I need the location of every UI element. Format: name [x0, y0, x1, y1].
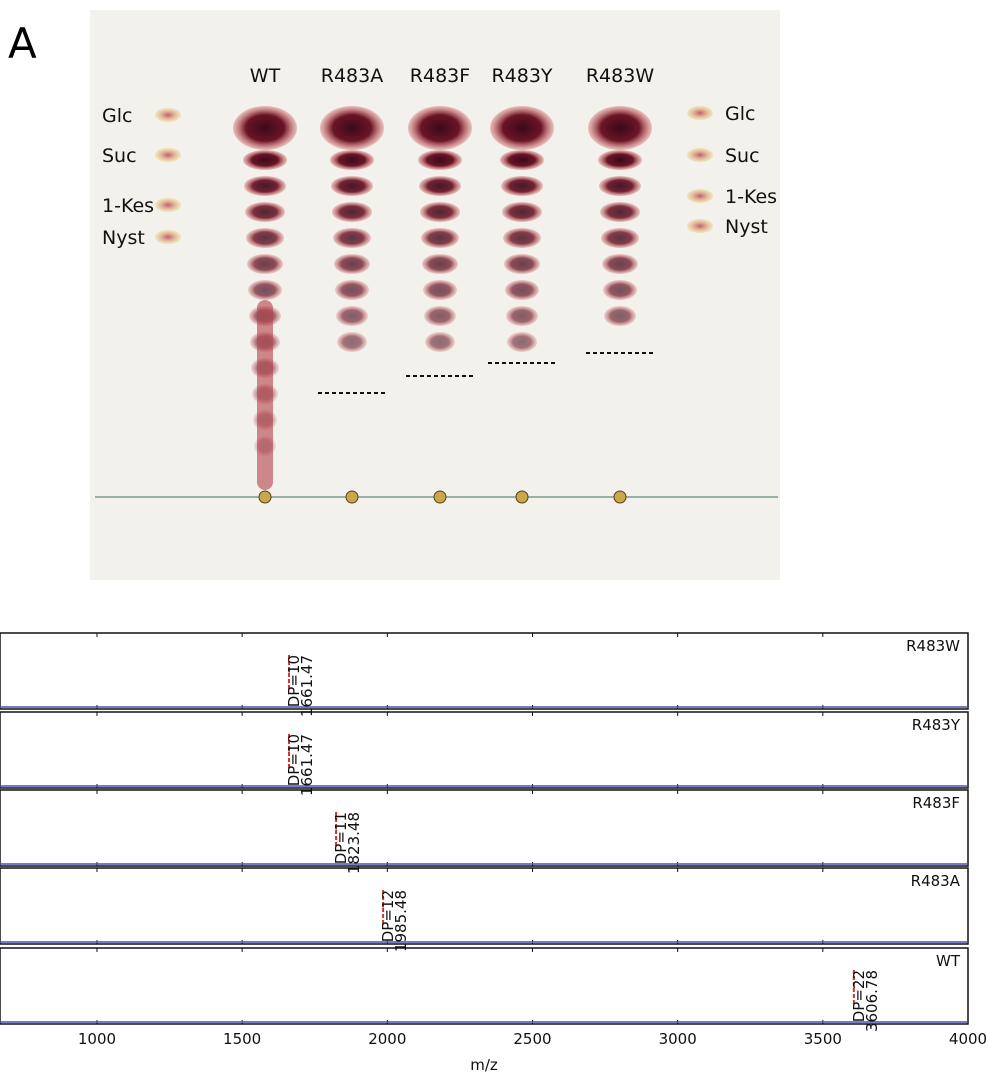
x-tick-label: 2500: [513, 1030, 551, 1048]
spot: [423, 280, 457, 300]
marker-mz: 3606.78: [863, 970, 881, 1032]
panel-frame: [0, 712, 968, 788]
panel-frame: [0, 633, 968, 709]
standard-spot: [155, 198, 181, 212]
spot: [507, 332, 537, 352]
spot: [500, 150, 544, 170]
standard-spot: [155, 148, 181, 162]
spot: [604, 306, 636, 326]
origin-spot: [614, 491, 626, 503]
spot: [246, 228, 284, 248]
spot: [331, 176, 373, 196]
spectra: R483WDP=101661.47R483YDP=101661.47R483FD…: [0, 633, 987, 1074]
spot: [588, 106, 652, 150]
x-tick-label: 3500: [804, 1030, 842, 1048]
standard-spot: [687, 189, 713, 203]
spot: [337, 332, 367, 352]
lane-label: R483W: [586, 65, 654, 87]
standard-spot: [687, 219, 713, 233]
standard-label: Suc: [102, 145, 137, 167]
panel-frame: [0, 868, 968, 944]
lane-label: R483F: [410, 65, 470, 87]
spot: [247, 254, 283, 274]
standard-label: 1-Kes: [725, 186, 777, 208]
figure: A WT R483A R483F R483Y R483W Glc Suc 1-Kes Nyst G…: [0, 0, 988, 1080]
spot: [603, 280, 637, 300]
spot: [233, 106, 297, 150]
lane-label: R483Y: [491, 65, 552, 87]
spot: [501, 176, 543, 196]
standard-label: 1-Kes: [102, 195, 154, 217]
spot: [320, 106, 384, 150]
spot: [332, 202, 372, 222]
spot: [422, 254, 458, 274]
standard-spot: [155, 108, 181, 122]
panel-label: R483F: [912, 794, 960, 812]
spot: [602, 254, 638, 274]
spot: [505, 280, 539, 300]
origin-spot: [346, 491, 358, 503]
spot: [335, 280, 369, 300]
spot: [408, 106, 472, 150]
standard-spot: [687, 106, 713, 120]
spot: [598, 150, 642, 170]
panel-frame: [0, 948, 968, 1024]
standard-label: Suc: [725, 145, 760, 167]
marker-mz: 1985.48: [392, 890, 410, 952]
standard-label: Glc: [102, 105, 132, 127]
panel-label: WT: [936, 952, 961, 970]
panel-label: R483A: [911, 872, 961, 890]
x-tick-label: 1500: [223, 1030, 261, 1048]
spot: [336, 306, 368, 326]
origin-spot: [434, 491, 446, 503]
smear: [257, 300, 273, 490]
spot: [490, 106, 554, 150]
panel-frame: [0, 790, 968, 866]
origin-spot: [516, 491, 528, 503]
standard-label: Nyst: [725, 216, 768, 238]
spot: [330, 150, 374, 170]
marker-mz: 1661.47: [298, 734, 316, 796]
standard-label: Glc: [725, 103, 755, 125]
standard-spot: [687, 148, 713, 162]
x-tick-label: 4000: [949, 1030, 987, 1048]
spot: [599, 176, 641, 196]
lane-label: R483A: [321, 65, 383, 87]
panel-label: R483W: [906, 637, 960, 655]
spot: [601, 228, 639, 248]
spot: [502, 202, 542, 222]
spot: [245, 202, 285, 222]
spot: [333, 228, 371, 248]
spot: [243, 150, 287, 170]
x-tick-label: 1000: [78, 1030, 116, 1048]
spot: [421, 228, 459, 248]
spot: [418, 150, 462, 170]
spot: [419, 176, 461, 196]
spot: [503, 228, 541, 248]
spot: [244, 176, 286, 196]
x-axis-label: m/z: [470, 1056, 498, 1074]
spot: [506, 306, 538, 326]
spot: [424, 306, 456, 326]
spot: [420, 202, 460, 222]
spot: [248, 280, 282, 300]
standard-spot: [155, 230, 181, 244]
spot: [504, 254, 540, 274]
marker-mz: 1823.48: [345, 812, 363, 874]
x-tick-label: 3000: [659, 1030, 697, 1048]
panel-label: R483Y: [912, 716, 961, 734]
lane-label: WT: [250, 65, 281, 87]
panel-label: A: [8, 19, 37, 68]
spot: [600, 202, 640, 222]
standard-label: Nyst: [102, 227, 145, 249]
tlc-plate: WT R483A R483F R483Y R483W Glc Suc 1-Kes Nyst Glc…: [90, 10, 780, 580]
origin-spot: [259, 491, 271, 503]
spot: [425, 332, 455, 352]
marker-mz: 1661.47: [298, 655, 316, 717]
x-tick-label: 2000: [368, 1030, 406, 1048]
spot: [334, 254, 370, 274]
